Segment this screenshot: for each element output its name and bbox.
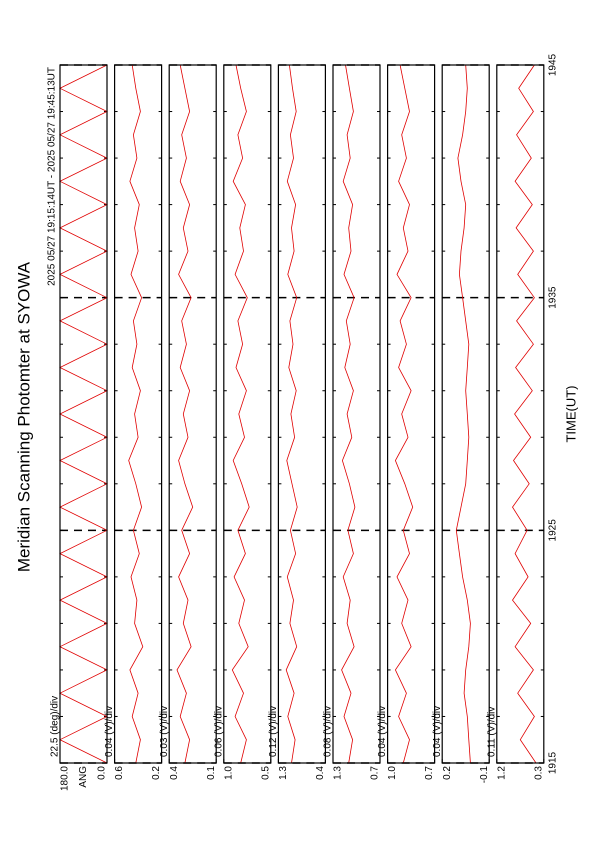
x-tick-label: 1915 — [547, 751, 558, 774]
trace — [455, 64, 471, 764]
y-tick-label: -0.1 — [479, 766, 490, 784]
x-tick-label: 1925 — [547, 519, 558, 542]
panel-label: 0.03 (V)/div — [159, 706, 170, 757]
trace — [59, 64, 108, 764]
panel-frame — [277, 64, 326, 764]
panel-label: 22.5 (deg)/div — [50, 696, 61, 757]
y-tick-label: 180.0 — [60, 766, 71, 791]
trace — [285, 64, 298, 764]
panel-frame — [59, 64, 108, 764]
y-tick-label: 0.1 — [206, 766, 217, 780]
panel-frame — [223, 64, 272, 764]
panel-label: 0.11 (V)/div — [486, 707, 497, 757]
y-tick-label: 0.4 — [315, 766, 326, 780]
y-tick-label: 0.4 — [169, 766, 180, 780]
panel-label: 0.06 (V)/div — [213, 706, 224, 757]
panel-frame — [332, 64, 381, 764]
trace — [231, 64, 250, 764]
trace — [512, 64, 537, 764]
y-tick-label: 1.0 — [223, 766, 234, 780]
chart-title: Meridian Scanning Photomter at SYOWA — [14, 261, 33, 572]
y-tick-label: 1.2 — [496, 766, 507, 780]
y-tick-label: 0.5 — [260, 766, 271, 780]
trace — [394, 64, 414, 764]
panel-label: 0.12 (V)/div — [268, 706, 279, 757]
x-tick-label: 1945 — [547, 53, 558, 76]
x-tick-label: 1935 — [547, 286, 558, 309]
panel-label: 0.04 (V)/div — [104, 706, 115, 757]
y-tick-label: 0.7 — [370, 766, 381, 780]
x-axis-title: TIME(UT) — [563, 385, 578, 442]
panel-frame — [441, 64, 490, 764]
y-tick-label: 0.3 — [533, 766, 544, 780]
panel-frame — [496, 64, 545, 764]
y-tick-label: 0.2 — [151, 766, 162, 780]
trace — [176, 64, 194, 764]
y-tick-label: 1.0 — [387, 766, 398, 780]
y-tick-label: 0.7 — [424, 766, 435, 780]
y-tick-label: 0.6 — [114, 766, 125, 780]
trace — [341, 64, 356, 764]
y-axis-label: ANG — [78, 766, 89, 788]
y-tick-label: 0.0 — [97, 766, 108, 780]
panel-frame — [168, 64, 217, 764]
chart-subtitle: 2025 05/27 19:15:14UT - 2025 05/27 19:45… — [47, 67, 58, 286]
rotated-plot: Meridian Scanning Photomter at SYOWA 202… — [14, 53, 578, 791]
panel-label: 0.04 (V)/div — [377, 706, 388, 757]
panel-label: 0.08 (V)/div — [323, 706, 334, 757]
y-tick-label: 0.2 — [442, 766, 453, 780]
panel-frame — [387, 64, 436, 764]
y-tick-label: 1.3 — [278, 766, 289, 780]
panel-frame — [113, 64, 163, 764]
panel-label: 0.04 (V)/div — [432, 706, 443, 757]
y-tick-label: 1.3 — [333, 766, 344, 780]
trace — [128, 64, 144, 764]
